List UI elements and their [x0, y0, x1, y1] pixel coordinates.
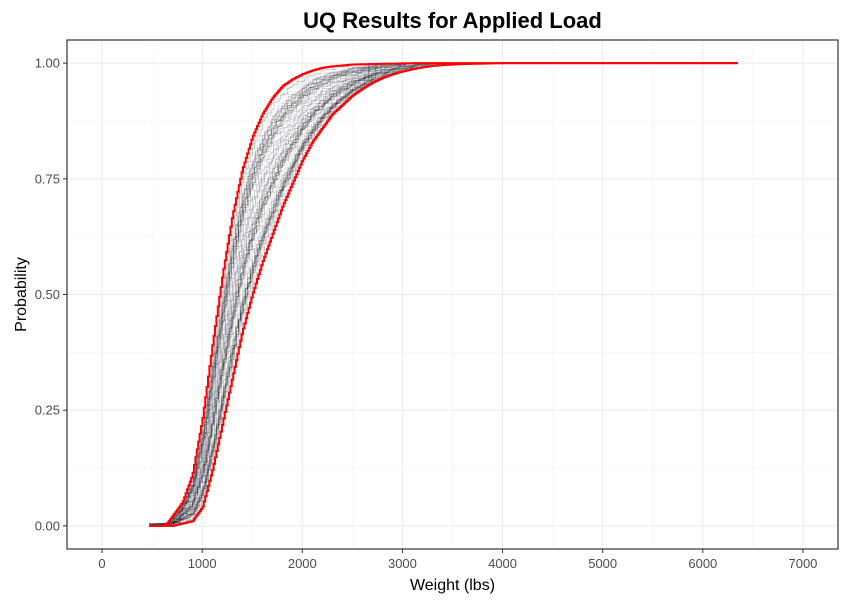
x-tick-label: 6000	[688, 556, 717, 571]
cdf-curve	[149, 63, 402, 525]
chart-title: UQ Results for Applied Load	[303, 8, 602, 33]
y-tick-label: 0.25	[35, 403, 60, 418]
y-axis-label: Probability	[13, 257, 30, 332]
cdf-curve	[149, 62, 471, 525]
cdf-curve	[149, 63, 424, 527]
grid	[67, 40, 838, 549]
cdf-curve	[149, 63, 407, 525]
cdf-curve	[149, 63, 376, 525]
y-tick-label: 0.00	[35, 518, 60, 533]
cdf-curve	[149, 63, 370, 527]
cdf-curve	[149, 63, 376, 527]
cdf-curve	[149, 62, 478, 526]
y-axis: 0.00 0.25 0.50 0.75 1.00	[35, 56, 67, 533]
cdf-curve	[149, 63, 424, 525]
cdf-curve	[149, 63, 398, 527]
cdf-curve	[149, 62, 441, 527]
envelope-curves	[149, 62, 738, 527]
cdf-curve	[149, 62, 428, 527]
cdf-curve	[149, 62, 447, 526]
cdf-curve	[149, 62, 475, 527]
cdf-curve	[149, 63, 365, 525]
cdf-curve	[149, 62, 436, 527]
cdf-curve	[149, 62, 458, 527]
cdf-curve	[149, 63, 401, 527]
x-tick-label: 5000	[588, 556, 617, 571]
cdf-curve	[149, 63, 406, 526]
cdf-curve	[149, 63, 404, 526]
cdf-curve	[149, 62, 470, 527]
cdf-curve	[149, 62, 439, 525]
cdf-curve	[149, 63, 420, 527]
cdf-curve	[149, 62, 482, 525]
cdf-curve	[149, 63, 401, 526]
cdf-curve	[149, 62, 464, 527]
y-tick-label: 0.50	[35, 287, 60, 302]
cdf-curve	[149, 63, 389, 527]
cdf-curve	[149, 63, 424, 527]
cdf-curve	[149, 62, 433, 527]
cdf-curve	[149, 63, 399, 526]
x-tick-label: 4000	[488, 556, 517, 571]
cdf-curve	[149, 63, 369, 527]
upper-envelope-curve	[149, 62, 738, 527]
x-tick-label: 7000	[788, 556, 817, 571]
cdf-curve	[149, 63, 402, 525]
cdf-curve	[149, 63, 406, 527]
x-tick-label: 3000	[388, 556, 417, 571]
x-axis: 0 1000 2000 3000 4000 5000 6000 7000	[98, 549, 817, 571]
x-tick-label: 1000	[188, 556, 217, 571]
cdf-curve	[149, 62, 438, 526]
cdf-curve	[149, 62, 461, 527]
cdf-curve	[149, 62, 495, 526]
x-tick-label: 0	[98, 556, 105, 571]
cdf-curve	[149, 63, 370, 527]
cdf-curve	[149, 63, 378, 527]
cdf-curve	[149, 62, 457, 527]
cdf-curve	[149, 63, 392, 527]
cdf-curve	[149, 62, 433, 527]
cdf-curve	[149, 63, 434, 525]
x-axis-label: Weight (lbs)	[410, 577, 495, 594]
y-tick-label: 1.00	[35, 56, 60, 71]
cdf-curve	[149, 62, 494, 525]
y-tick-label: 0.75	[35, 171, 60, 186]
cdf-curve	[149, 63, 406, 527]
cdf-curve	[149, 63, 377, 527]
cdf-curve	[149, 62, 502, 526]
cdf-curve	[149, 63, 386, 527]
x-tick-label: 2000	[288, 556, 317, 571]
